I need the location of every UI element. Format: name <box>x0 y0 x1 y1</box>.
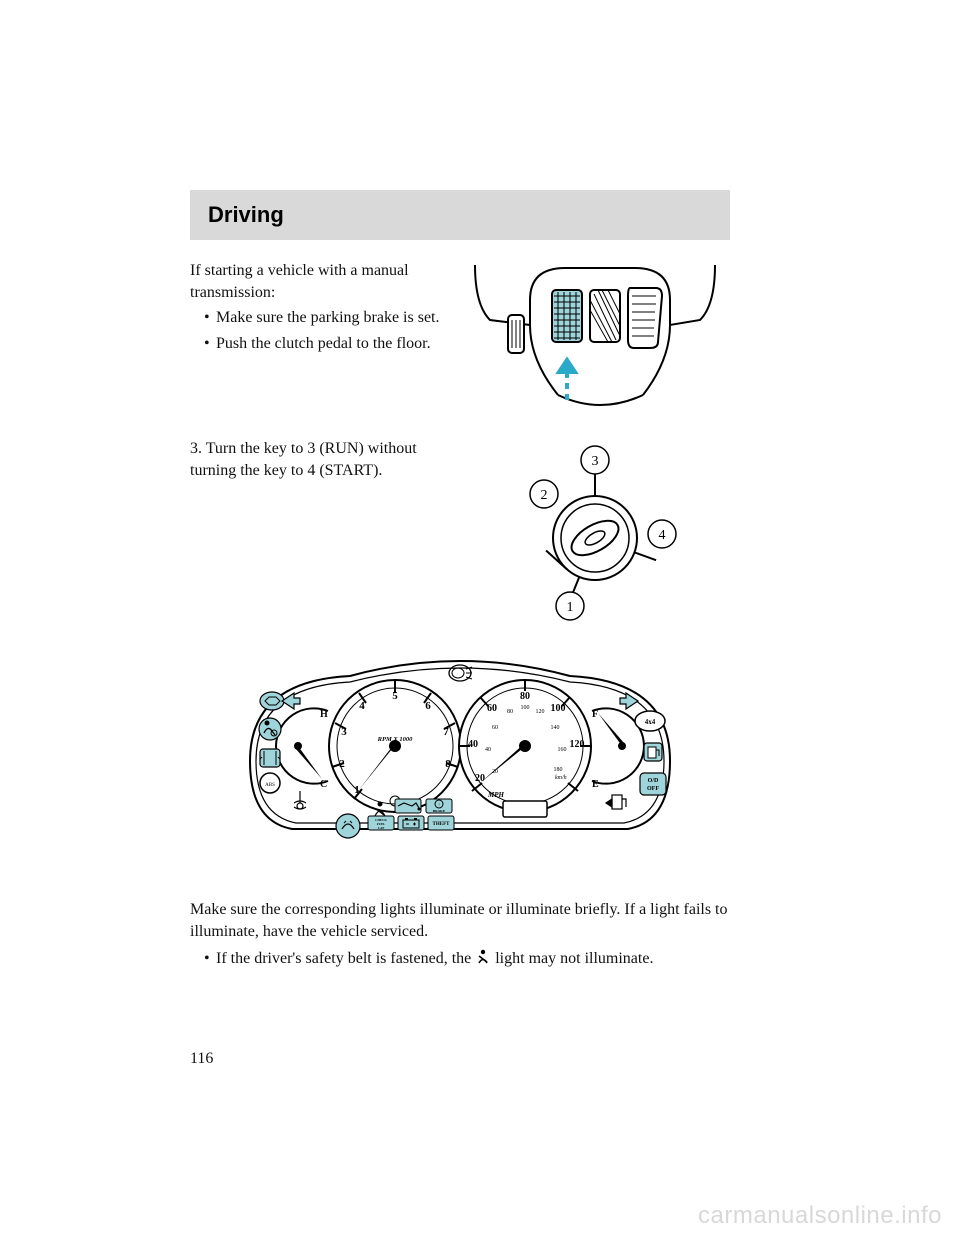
section-title: Driving <box>208 202 712 228</box>
svg-text:6: 6 <box>425 700 431 712</box>
watermark: carmanualsonline.info <box>698 1202 942 1230</box>
step-text: 3. Turn the key to 3 (RUN) without turni… <box>190 438 450 481</box>
instrument-cluster: 1 2 3 4 5 6 7 8 <box>190 651 730 871</box>
svg-text:ABS: ABS <box>265 783 275 788</box>
svg-text:180: 180 <box>554 767 563 773</box>
theft-label: THEFT <box>433 822 451 827</box>
temp-c: C <box>320 779 327 790</box>
illuminate-text: Make sure the corresponding lights illum… <box>190 899 730 942</box>
door-ajar-icon <box>260 749 280 767</box>
pos-3-label: 3 <box>592 454 599 469</box>
bullet-list: Make sure the parking brake is set. Push… <box>190 307 450 354</box>
svg-text:60: 60 <box>487 703 497 714</box>
svg-text:OFF: OFF <box>647 786 659 792</box>
temp-h: H <box>320 709 328 720</box>
svg-text:100: 100 <box>521 705 530 711</box>
tachometer: 1 2 3 4 5 6 7 8 <box>329 680 461 812</box>
svg-text:160: 160 <box>558 747 567 753</box>
bullet-item: Make sure the parking brake is set. <box>204 307 450 329</box>
svg-text:80: 80 <box>520 691 530 702</box>
fuel-e: E <box>592 779 599 790</box>
pos-1-label: 1 <box>567 600 574 615</box>
bullet-pre: If the driver's safety belt is fastened,… <box>216 950 471 967</box>
kmh-label: km/h <box>555 775 567 781</box>
svg-text:140: 140 <box>551 725 560 731</box>
mph-label: MPH <box>487 791 505 799</box>
page-number: 116 <box>190 1050 213 1068</box>
section-header: Driving <box>190 190 730 240</box>
ignition-diagram: 3 2 4 1 <box>460 438 730 623</box>
traction-icon <box>336 814 360 838</box>
text-manual-transmission: If starting a vehicle with a manual tran… <box>190 260 450 410</box>
row-ignition: 3. Turn the key to 3 (RUN) without turni… <box>190 438 730 623</box>
svg-text:80: 80 <box>507 709 513 715</box>
row-manual-transmission: If starting a vehicle with a manual tran… <box>190 260 730 410</box>
four-by-four-label: 4x4 <box>645 718 656 726</box>
svg-text:CAP: CAP <box>378 826 385 830</box>
bottom-text: Make sure the corresponding lights illum… <box>190 899 730 970</box>
svg-text:120: 120 <box>570 739 585 750</box>
pos-2-label: 2 <box>541 488 548 503</box>
brake-label: BRAKE <box>433 809 446 813</box>
svg-text:20: 20 <box>475 773 485 784</box>
text-ignition: 3. Turn the key to 3 (RUN) without turni… <box>190 438 450 623</box>
svg-text:120: 120 <box>536 709 545 715</box>
svg-text:O/D: O/D <box>648 778 659 784</box>
svg-text:60: 60 <box>492 725 498 731</box>
pos-4-label: 4 <box>659 528 666 543</box>
bullet-seatbelt: If the driver's safety belt is fastened,… <box>204 948 730 970</box>
svg-text:40: 40 <box>468 739 478 750</box>
bullet-post: light may not illuminate. <box>495 950 653 967</box>
pedals-diagram <box>460 260 730 410</box>
svg-text:40: 40 <box>485 747 491 753</box>
bullet-item: Push the clutch pedal to the floor. <box>204 333 450 355</box>
intro-text: If starting a vehicle with a manual tran… <box>190 260 450 303</box>
seatbelt-inline-icon <box>475 949 491 965</box>
svg-text:!: ! <box>438 802 439 807</box>
fuel-f: F <box>592 709 598 720</box>
